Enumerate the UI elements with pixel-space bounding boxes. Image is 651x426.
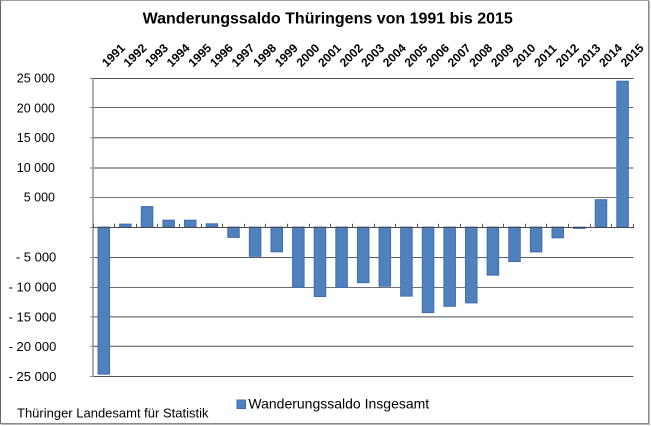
svg-text:1995: 1995 [185, 41, 214, 70]
svg-text:2011: 2011 [531, 41, 560, 70]
svg-text:2007: 2007 [445, 41, 474, 70]
svg-text:15 000: 15 000 [17, 131, 55, 145]
svg-text:- 15 000: - 15 000 [9, 309, 57, 324]
svg-text:2006: 2006 [423, 41, 452, 70]
svg-text:2001: 2001 [315, 41, 344, 70]
svg-text:2008: 2008 [467, 41, 496, 70]
svg-text:5 000: 5 000 [24, 191, 55, 205]
svg-text:Thüringer Landesamt für Statis: Thüringer Landesamt für Statistik [17, 405, 209, 420]
svg-text:2004: 2004 [380, 41, 409, 70]
svg-text:2014: 2014 [596, 41, 625, 70]
svg-text:2012: 2012 [553, 41, 582, 70]
svg-text:1997: 1997 [229, 41, 258, 70]
svg-text:2005: 2005 [402, 41, 431, 70]
svg-text:2009: 2009 [488, 41, 517, 70]
svg-text:20 000: 20 000 [17, 101, 55, 115]
svg-text:1991: 1991 [99, 41, 128, 70]
svg-text:2002: 2002 [337, 41, 366, 70]
svg-text:2015: 2015 [618, 41, 647, 70]
svg-text:1994: 1994 [164, 41, 193, 70]
svg-text:Wanderungssaldo Insgesamt: Wanderungssaldo Insgesamt [248, 396, 429, 412]
svg-text:1996: 1996 [207, 41, 236, 70]
svg-text:1993: 1993 [142, 41, 171, 70]
svg-text:2000: 2000 [294, 41, 323, 70]
svg-text:2010: 2010 [510, 41, 539, 70]
svg-text:2003: 2003 [358, 41, 387, 70]
svg-text:- 5 000: - 5 000 [16, 250, 56, 265]
svg-text:- 25 000: - 25 000 [9, 369, 57, 384]
svg-text:1999: 1999 [272, 41, 301, 70]
svg-text:10 000: 10 000 [17, 161, 55, 175]
svg-text:25 000: 25 000 [17, 72, 55, 86]
svg-text:2013: 2013 [575, 41, 604, 70]
svg-text:- 20 000: - 20 000 [9, 339, 57, 354]
svg-text:1998: 1998 [250, 41, 279, 70]
svg-text:Wanderungssaldo Thüringens von: Wanderungssaldo Thüringens von 1991 bis … [143, 10, 513, 27]
svg-text:1992: 1992 [121, 41, 150, 70]
svg-text:- 10 000: - 10 000 [9, 280, 57, 295]
